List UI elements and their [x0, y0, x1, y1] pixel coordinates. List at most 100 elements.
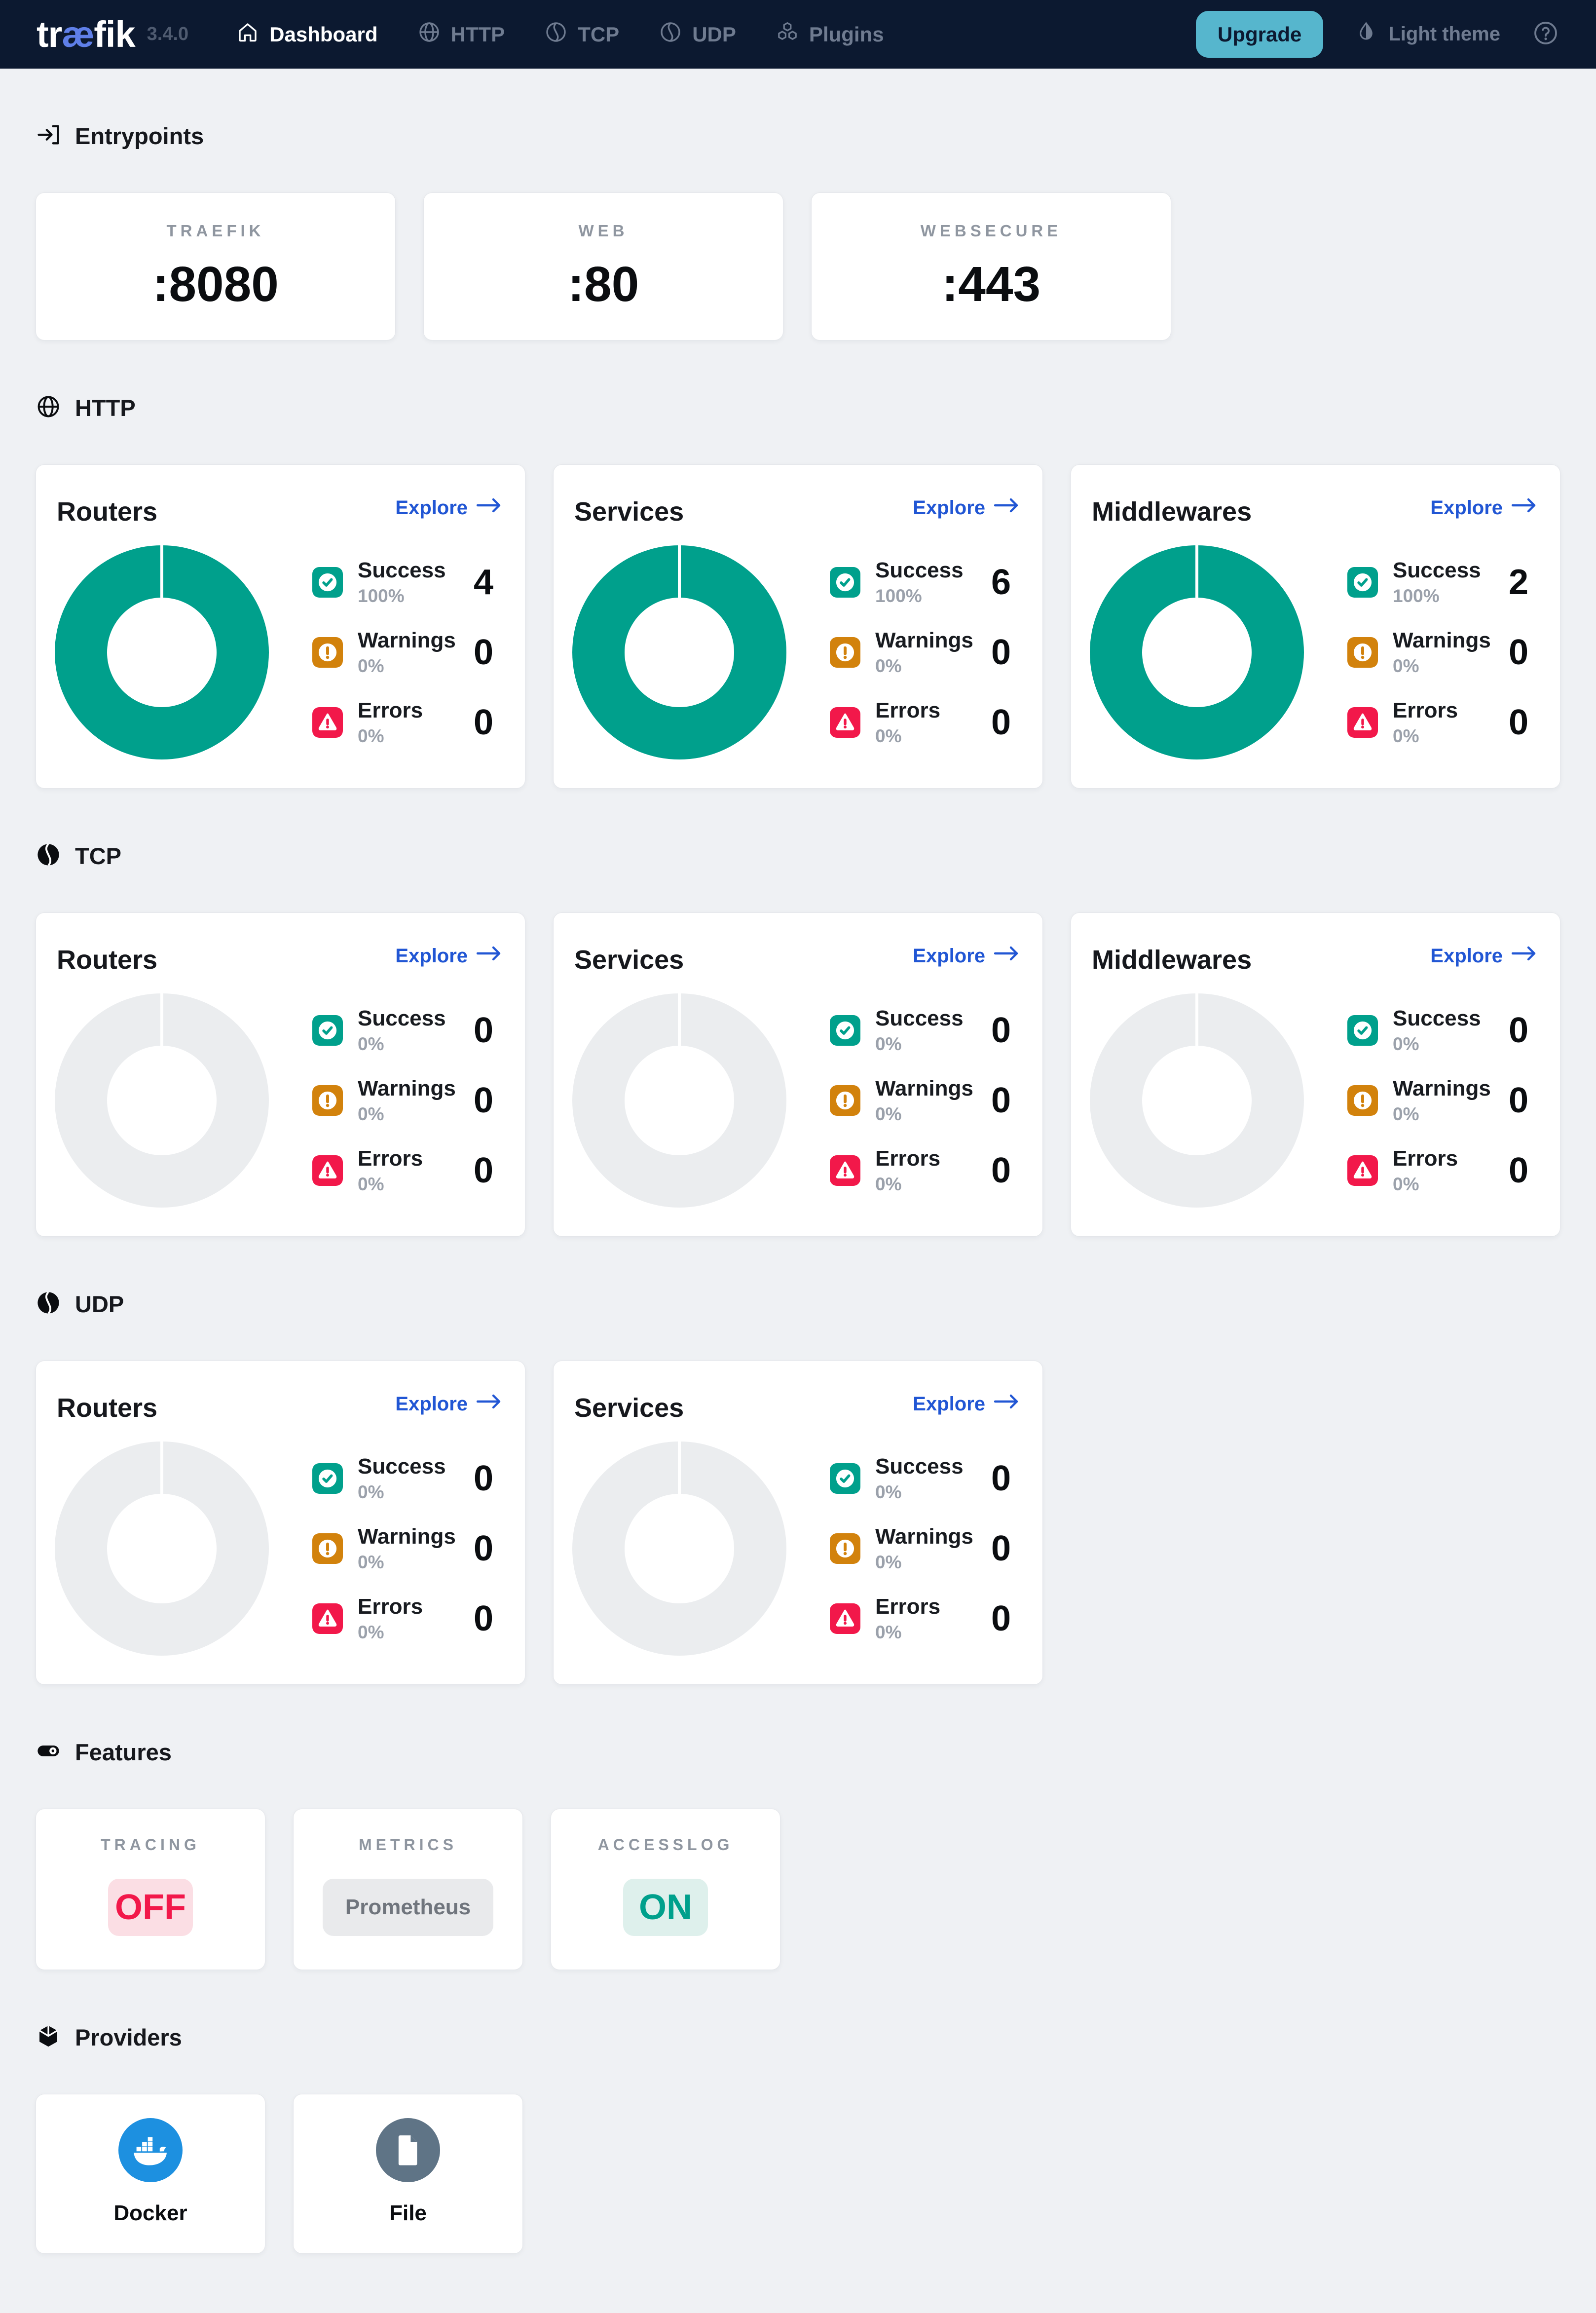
section-features: Features TRACING OFF METRICS Prometheus …	[36, 1738, 1560, 1970]
explore-link[interactable]: Explore	[913, 1393, 1020, 1415]
features-cards: TRACING OFF METRICS Prometheus ACCESSLOG…	[36, 1809, 1560, 1970]
legend-row-warnings: Warnings 0% 0	[312, 1076, 502, 1125]
explore-link[interactable]: Explore	[1430, 945, 1537, 967]
plugins-icon	[776, 20, 799, 49]
donut-chart-full	[1090, 545, 1304, 759]
legend: Success 100% 4 Warnings 0% 0 Errors 0% 0	[312, 558, 502, 747]
error-icon	[1347, 707, 1378, 738]
provider-card-file: File	[293, 2094, 523, 2254]
entrypoint-card-web: WEB :80	[423, 192, 783, 341]
legend-row-errors: Errors 0% 0	[312, 698, 502, 747]
donut-chart-empty	[572, 1441, 786, 1656]
arrow-right-icon	[994, 945, 1020, 967]
providers-cards: Docker File	[36, 2094, 1560, 2254]
docker-icon	[118, 2118, 183, 2182]
legend-value: 4	[473, 562, 493, 602]
card-title: Services	[574, 1393, 684, 1423]
card-title: Routers	[57, 497, 158, 527]
donut-chart-full	[572, 545, 786, 759]
legend-row-warnings: Warnings 0% 0	[830, 1524, 1020, 1573]
legend-value: 0	[991, 1080, 1011, 1120]
arrow-right-icon	[994, 496, 1020, 519]
help-icon	[1532, 19, 1559, 49]
legend-row-success: Success 0% 0	[830, 1454, 1020, 1503]
section-title: Features	[75, 1739, 172, 1765]
arrow-right-icon	[476, 1393, 502, 1415]
legend-value: 0	[991, 632, 1011, 672]
entrypoint-port: :80	[567, 257, 639, 312]
file-icon	[376, 2118, 440, 2182]
providers-cube-icon	[36, 2023, 61, 2051]
theme-toggle[interactable]: Light theme	[1355, 21, 1500, 48]
http-cards: Routers Explore Success 100% 4 Warnings 0	[36, 464, 1560, 789]
donut-chart-empty	[572, 993, 786, 1208]
legend-value: 0	[991, 1528, 1011, 1568]
upgrade-button[interactable]: Upgrade	[1195, 11, 1324, 58]
explore-link[interactable]: Explore	[1430, 496, 1537, 519]
explore-link[interactable]: Explore	[395, 496, 502, 519]
feature-title: METRICS	[359, 1836, 457, 1854]
legend: Success 0% 0 Warnings 0% 0 Errors 0% 0	[312, 1454, 502, 1643]
provider-card-docker: Docker	[36, 2094, 265, 2254]
section-entrypoints: Entrypoints TRAEFIK :8080 WEB :80 WEBSEC…	[36, 122, 1560, 341]
http-services-card: Services Explore Success 100% 6 Warnings	[553, 464, 1043, 789]
error-icon	[312, 707, 343, 738]
legend-row-warnings: Warnings 0% 0	[1347, 1076, 1537, 1125]
arrow-right-icon	[994, 1393, 1020, 1415]
legend-value: 0	[1508, 1080, 1528, 1120]
legend-row-errors: Errors 0% 0	[312, 1594, 502, 1643]
entrypoints-header: Entrypoints	[36, 122, 1560, 150]
warning-icon	[312, 1533, 343, 1564]
warning-icon	[1347, 637, 1378, 668]
donut-chart-empty	[1090, 993, 1304, 1208]
nav-item-tcp[interactable]: TCP	[544, 20, 619, 49]
success-icon	[312, 567, 343, 598]
nav-item-plugins[interactable]: Plugins	[776, 20, 884, 49]
http-middlewares-card: Middlewares Explore Success 100% 2 Warni	[1071, 464, 1560, 789]
legend-row-errors: Errors 0% 0	[830, 698, 1020, 747]
legend-value: 0	[473, 632, 493, 672]
legend-value: 0	[1508, 632, 1528, 672]
warning-icon	[1347, 1085, 1378, 1116]
entrypoints-icon	[36, 122, 61, 150]
nav-item-udp[interactable]: UDP	[659, 20, 736, 49]
legend-row-success: Success 100% 4	[312, 558, 502, 607]
card-title: Routers	[57, 1393, 158, 1423]
legend-row-errors: Errors 0% 0	[1347, 698, 1537, 747]
warning-icon	[830, 637, 860, 668]
error-icon	[830, 707, 860, 738]
status-badge-off: OFF	[108, 1879, 193, 1936]
legend-row-errors: Errors 0% 0	[1347, 1146, 1537, 1195]
nav-item-dashboard[interactable]: Dashboard	[236, 20, 378, 49]
section-title: Providers	[75, 2024, 182, 2050]
explore-link[interactable]: Explore	[395, 1393, 502, 1415]
udp-services-card: Services Explore Success 0% 0 Warnings 0%	[553, 1361, 1043, 1685]
nav-item-label: Dashboard	[269, 22, 378, 46]
udp-ball-icon	[36, 1290, 61, 1318]
tcp-services-card: Services Explore Success 0% 0 Warnings 0%	[553, 912, 1043, 1237]
http-header: HTTP	[36, 394, 1560, 422]
explore-link[interactable]: Explore	[395, 945, 502, 967]
feature-title: TRACING	[101, 1836, 200, 1854]
explore-link[interactable]: Explore	[913, 496, 1020, 519]
success-icon	[312, 1015, 343, 1046]
legend-value: 0	[473, 1080, 493, 1120]
warning-icon	[312, 637, 343, 668]
error-icon	[1347, 1155, 1378, 1186]
entrypoint-name: WEBSECURE	[920, 222, 1062, 240]
arrow-right-icon	[1511, 945, 1537, 967]
card-title: Services	[574, 497, 684, 527]
error-icon	[830, 1603, 860, 1634]
help-button[interactable]	[1532, 19, 1559, 49]
section-title: UDP	[75, 1291, 124, 1317]
success-icon	[830, 567, 860, 598]
status-badge-neutral: Prometheus	[322, 1879, 494, 1936]
section-providers: Providers Docker File	[36, 2023, 1560, 2254]
nav-item-http[interactable]: HTTP	[417, 20, 505, 49]
arrow-right-icon	[476, 945, 502, 967]
legend: Success 0% 0 Warnings 0% 0 Errors 0% 0	[830, 1454, 1020, 1643]
error-icon	[312, 1155, 343, 1186]
explore-link[interactable]: Explore	[913, 945, 1020, 967]
tcp-routers-card: Routers Explore Success 0% 0 Warnings 0%	[36, 912, 525, 1237]
legend-row-success: Success 100% 2	[1347, 558, 1537, 607]
